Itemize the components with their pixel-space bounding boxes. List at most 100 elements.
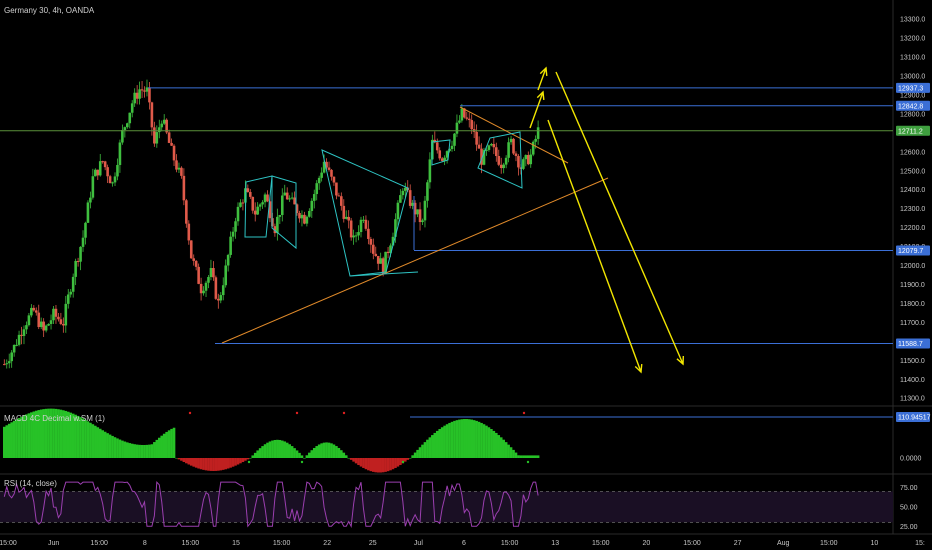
candle[interactable] xyxy=(160,123,164,128)
candle[interactable] xyxy=(401,190,405,196)
candle[interactable] xyxy=(467,118,471,121)
rsi-pane[interactable]: 75.00 50.00 25.00 xyxy=(0,481,918,531)
candle[interactable] xyxy=(507,142,510,158)
candle[interactable] xyxy=(443,157,446,161)
candle[interactable] xyxy=(258,204,262,207)
time-axis[interactable]: 15:00 Jun 15:00 8 15:00 15 15:00 22 25 Jul 6 15:00 1… xyxy=(0,540,925,547)
candle[interactable] xyxy=(54,308,58,317)
candle[interactable] xyxy=(98,161,102,176)
candle[interactable] xyxy=(145,87,149,92)
candle[interactable] xyxy=(12,344,16,353)
candle[interactable] xyxy=(140,89,144,91)
candle[interactable] xyxy=(325,161,328,168)
candle[interactable] xyxy=(7,361,11,364)
candle[interactable] xyxy=(180,167,183,176)
candle[interactable] xyxy=(251,196,255,211)
candle[interactable] xyxy=(249,192,252,197)
candle[interactable] xyxy=(44,325,48,331)
candle[interactable] xyxy=(423,200,427,221)
candle[interactable] xyxy=(3,364,6,366)
candle[interactable] xyxy=(352,235,355,238)
candle[interactable] xyxy=(396,202,400,220)
candle[interactable] xyxy=(155,132,159,144)
candle[interactable] xyxy=(288,198,291,200)
candle[interactable] xyxy=(123,127,127,130)
candle[interactable] xyxy=(421,220,424,223)
candle[interactable] xyxy=(290,197,294,199)
candle[interactable] xyxy=(485,149,488,151)
candle[interactable] xyxy=(487,145,491,150)
candle[interactable] xyxy=(22,329,26,336)
candle[interactable] xyxy=(157,127,161,133)
candle[interactable] xyxy=(62,323,65,326)
candle[interactable] xyxy=(497,155,501,165)
candle[interactable] xyxy=(475,131,478,145)
rsi-line[interactable] xyxy=(3,481,539,528)
candle[interactable] xyxy=(192,258,196,261)
candle[interactable] xyxy=(391,236,395,246)
candle[interactable] xyxy=(170,142,173,146)
channel-pattern[interactable] xyxy=(431,139,451,166)
candle[interactable] xyxy=(202,290,205,294)
candle[interactable] xyxy=(185,200,188,224)
candle[interactable] xyxy=(278,214,282,217)
candle[interactable] xyxy=(219,295,223,301)
candle[interactable] xyxy=(359,219,363,233)
candle[interactable] xyxy=(207,277,210,283)
candle[interactable] xyxy=(256,206,259,215)
candle[interactable] xyxy=(376,256,380,264)
candle[interactable] xyxy=(337,195,341,197)
candle[interactable] xyxy=(492,144,496,148)
candle[interactable] xyxy=(52,308,55,321)
candle[interactable] xyxy=(30,307,33,316)
candle[interactable] xyxy=(273,226,277,234)
candle[interactable] xyxy=(317,177,321,184)
candle[interactable] xyxy=(121,129,124,143)
candle[interactable] xyxy=(49,320,53,325)
support-segment[interactable] xyxy=(349,271,419,277)
channel-pattern[interactable] xyxy=(477,131,523,189)
candle[interactable] xyxy=(455,122,459,134)
candle[interactable] xyxy=(167,132,171,143)
price-pane[interactable] xyxy=(3,79,540,369)
candle[interactable] xyxy=(246,188,250,193)
candle[interactable] xyxy=(418,209,422,223)
candle[interactable] xyxy=(293,197,296,205)
candle[interactable] xyxy=(268,201,272,219)
trend-line[interactable] xyxy=(221,177,609,344)
candle[interactable] xyxy=(399,195,402,203)
candle[interactable] xyxy=(74,260,77,277)
candle[interactable] xyxy=(490,144,493,146)
candle[interactable] xyxy=(118,142,122,165)
candle[interactable] xyxy=(241,202,245,204)
candle[interactable] xyxy=(460,108,464,121)
candle[interactable] xyxy=(32,307,36,311)
candle[interactable] xyxy=(389,245,392,254)
candle[interactable] xyxy=(495,147,498,156)
candle[interactable] xyxy=(150,102,154,128)
candle[interactable] xyxy=(47,324,50,326)
candle[interactable] xyxy=(113,176,117,183)
candle[interactable] xyxy=(81,237,85,247)
candle[interactable] xyxy=(335,182,338,196)
candle[interactable] xyxy=(130,103,134,113)
candle[interactable] xyxy=(182,175,186,201)
candle[interactable] xyxy=(261,202,264,205)
candle[interactable] xyxy=(138,89,141,99)
candle[interactable] xyxy=(529,154,533,165)
candle[interactable] xyxy=(66,294,70,304)
candle[interactable] xyxy=(91,176,95,198)
candle[interactable] xyxy=(143,90,146,92)
candle[interactable] xyxy=(266,194,269,202)
candle[interactable] xyxy=(226,254,230,266)
candle[interactable] xyxy=(69,291,73,295)
candle[interactable] xyxy=(94,169,97,177)
candle[interactable] xyxy=(111,182,114,184)
drawings-layer[interactable] xyxy=(0,66,893,374)
candle[interactable] xyxy=(153,127,156,144)
candle[interactable] xyxy=(303,214,306,224)
projection-arrow-down[interactable] xyxy=(547,119,642,373)
candle[interactable] xyxy=(116,164,119,177)
candle[interactable] xyxy=(305,216,309,224)
candle[interactable] xyxy=(76,260,80,262)
